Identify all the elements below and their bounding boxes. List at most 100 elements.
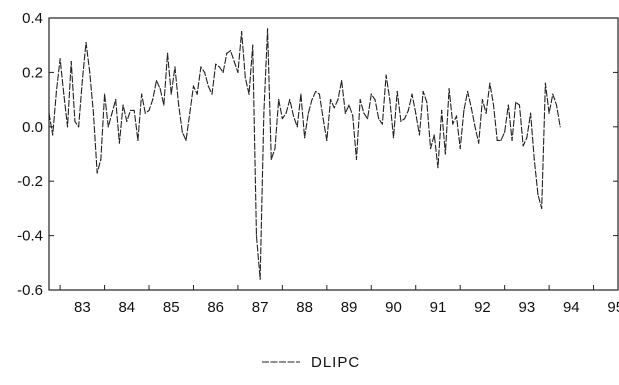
data-point xyxy=(200,66,202,68)
data-point xyxy=(274,147,276,150)
data-point xyxy=(196,93,198,95)
data-point xyxy=(222,71,224,73)
data-point xyxy=(404,118,406,120)
data-point xyxy=(189,112,191,114)
data-point xyxy=(255,235,258,237)
data-point xyxy=(296,126,298,128)
data-point xyxy=(407,109,409,112)
data-point xyxy=(437,167,439,169)
data-point xyxy=(218,66,220,68)
data-point xyxy=(281,118,283,120)
data-point xyxy=(559,126,561,128)
x-tick-label: 83 xyxy=(74,299,91,316)
data-point xyxy=(315,90,317,93)
data-point xyxy=(244,77,246,79)
data-point xyxy=(489,82,491,84)
data-point xyxy=(441,109,443,112)
data-point xyxy=(85,41,87,44)
data-point xyxy=(278,99,280,101)
data-point xyxy=(166,52,169,54)
data-point xyxy=(170,93,172,95)
data-point xyxy=(422,90,424,93)
y-axis: 0.4 0.2 0.0 -0.2 -0.4 -0.6 xyxy=(17,10,618,299)
data-point xyxy=(178,104,180,106)
data-point xyxy=(55,90,58,93)
data-point xyxy=(270,158,272,161)
data-point xyxy=(237,71,239,73)
data-point xyxy=(515,101,517,103)
data-point xyxy=(492,104,495,106)
data-point xyxy=(185,139,187,141)
data-point xyxy=(229,50,232,52)
data-point xyxy=(544,82,546,84)
x-tick-label: 95 xyxy=(607,299,619,316)
data-point xyxy=(103,93,106,95)
series-line-dlipc xyxy=(48,28,561,280)
x-tick-label: 85 xyxy=(163,299,180,316)
data-point xyxy=(552,93,554,95)
data-point xyxy=(115,99,117,101)
data-point xyxy=(500,139,502,141)
data-point xyxy=(181,131,183,133)
data-point xyxy=(215,63,217,65)
data-point xyxy=(174,66,176,68)
y-tick-label: 0.4 xyxy=(22,10,43,27)
data-point xyxy=(366,118,369,120)
data-point xyxy=(378,118,380,120)
data-point xyxy=(507,104,509,106)
data-point xyxy=(463,109,465,112)
series-layer xyxy=(48,28,561,280)
data-point xyxy=(511,139,513,141)
data-point xyxy=(452,123,454,125)
data-point xyxy=(318,93,321,95)
x-tick-label: 84 xyxy=(118,299,135,316)
data-point xyxy=(526,137,528,139)
data-point xyxy=(363,112,365,114)
data-point xyxy=(226,52,228,54)
data-point xyxy=(478,142,480,144)
data-point xyxy=(389,99,391,101)
data-point xyxy=(78,126,80,128)
data-point xyxy=(429,147,432,150)
x-axis: 83 84 85 86 87 88 89 90 91 92 93 94 95 xyxy=(59,285,619,316)
data-point xyxy=(304,137,306,139)
data-point xyxy=(163,104,165,106)
data-point xyxy=(548,112,550,114)
data-point xyxy=(252,44,254,46)
data-point xyxy=(355,158,358,161)
data-point xyxy=(81,79,83,82)
x-tick-label: 93 xyxy=(519,299,536,316)
data-point xyxy=(66,126,69,128)
data-point xyxy=(555,104,558,106)
data-point xyxy=(518,104,521,106)
data-point xyxy=(459,147,461,150)
data-point xyxy=(433,134,435,136)
data-point xyxy=(126,120,128,122)
x-tick-label: 87 xyxy=(252,299,269,316)
data-point xyxy=(70,60,72,63)
data-point xyxy=(344,112,346,114)
data-point xyxy=(48,112,50,114)
data-point xyxy=(203,71,206,73)
y-tick-label: -0.2 xyxy=(17,173,43,190)
data-point xyxy=(144,112,146,114)
data-point xyxy=(159,88,161,90)
data-point xyxy=(107,126,109,128)
data-point xyxy=(92,112,95,114)
data-point xyxy=(352,115,354,117)
data-point xyxy=(89,71,91,73)
data-point xyxy=(100,158,102,161)
data-point xyxy=(392,137,395,139)
data-point xyxy=(118,142,120,144)
data-point xyxy=(111,112,113,114)
data-point xyxy=(455,115,458,117)
data-point xyxy=(307,112,309,114)
data-point xyxy=(52,134,54,136)
data-point xyxy=(541,207,543,209)
data-point xyxy=(359,99,361,101)
data-point xyxy=(74,120,76,122)
data-point xyxy=(370,93,372,95)
data-point xyxy=(96,172,98,174)
y-tick-label: -0.6 xyxy=(17,282,43,299)
